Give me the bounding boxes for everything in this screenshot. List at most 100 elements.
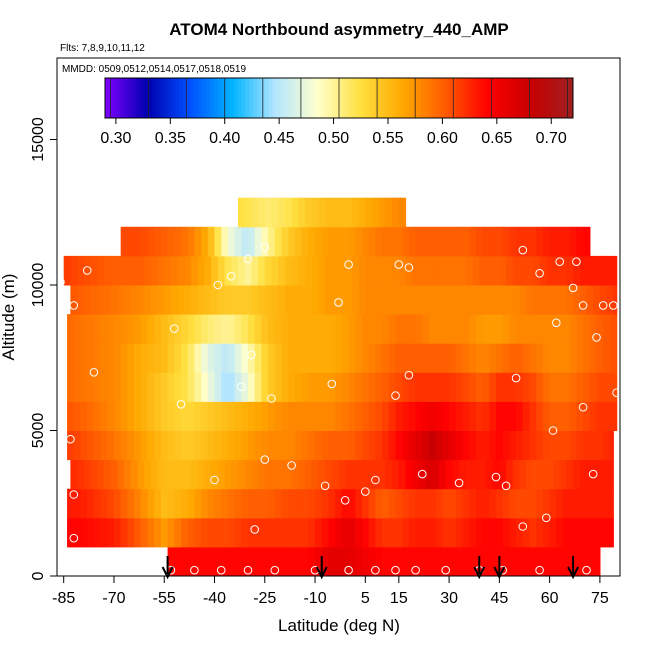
heatmap-cell — [127, 372, 135, 402]
heatmap-cell — [221, 430, 229, 461]
heatmap-cell — [368, 372, 376, 402]
colorbar-segment — [300, 78, 305, 118]
colorbar-segment — [417, 78, 422, 118]
heatmap-cell — [221, 517, 229, 548]
heatmap-cell — [395, 372, 403, 402]
heatmap-cell — [160, 226, 169, 257]
heatmap-cell — [372, 459, 380, 490]
heatmap-cell — [355, 314, 363, 344]
heatmap-cell — [402, 372, 410, 402]
colorbar-segment — [370, 78, 375, 118]
sample-point — [270, 565, 280, 575]
heatmap-cell — [563, 226, 571, 257]
heatmap-cell — [455, 343, 464, 373]
heatmap-cell — [549, 226, 557, 257]
heatmap-cell — [408, 314, 417, 344]
heatmap-cell — [160, 372, 169, 402]
heatmap-cell — [596, 488, 604, 519]
heatmap-cell — [576, 314, 584, 344]
heatmap-cell — [422, 343, 430, 373]
x-tick-label: -40 — [203, 590, 226, 607]
heatmap-cell — [345, 197, 353, 228]
heatmap-cell — [231, 255, 239, 286]
heatmap-cell — [331, 255, 340, 286]
heatmap-cell — [77, 284, 85, 315]
heatmap-cell — [442, 343, 450, 373]
heatmap-cell — [566, 459, 574, 490]
heatmap-cell — [536, 343, 544, 373]
heatmap-cell — [325, 459, 333, 490]
heatmap-cell — [167, 401, 175, 431]
heatmap-cell — [475, 401, 484, 431]
heatmap-cell — [321, 314, 330, 344]
heatmap-cell — [201, 430, 209, 461]
heatmap-cell — [301, 226, 309, 257]
heatmap-cell — [154, 401, 162, 431]
heatmap-cell — [542, 314, 551, 344]
heatmap-cell — [489, 372, 497, 402]
heatmap-cell — [93, 430, 102, 461]
profile-arrow — [567, 556, 579, 580]
sample-point — [592, 333, 601, 342]
heatmap-cell — [197, 255, 206, 286]
heatmap-cell — [469, 343, 477, 373]
heatmap-cell — [318, 459, 326, 490]
heatmap-cell — [241, 488, 249, 519]
colorbar-segment — [467, 78, 473, 118]
colorbar-segment — [545, 78, 551, 118]
colorbar-segment — [245, 78, 250, 118]
colorbar-segment — [358, 78, 363, 118]
heatmap-cell — [164, 284, 172, 315]
heatmap-cell — [539, 459, 547, 490]
heatmap-cell — [482, 314, 490, 344]
colorbar-segment — [257, 78, 262, 118]
heatmap-cell — [278, 255, 286, 286]
heatmap-cell — [422, 226, 430, 257]
heatmap-cell — [261, 430, 269, 461]
heatmap-cell — [613, 255, 618, 286]
heatmap-cell — [375, 343, 383, 373]
heatmap-cell — [271, 284, 279, 315]
heatmap-cell — [110, 459, 118, 490]
heatmap-cell — [167, 488, 175, 519]
heatmap-cell — [442, 488, 450, 519]
sample-point — [267, 394, 276, 403]
heatmap-cell — [80, 343, 88, 373]
heatmap-cell — [415, 488, 423, 519]
heatmap-cell — [489, 314, 497, 344]
heatmap-cell — [395, 401, 403, 431]
heatmap-cell — [301, 546, 309, 577]
heatmap-cell — [542, 372, 551, 402]
heatmap-cell — [261, 517, 269, 548]
heatmap-cell — [395, 517, 403, 548]
heatmap-cell — [583, 314, 591, 344]
heatmap-cell — [187, 372, 195, 402]
heatmap-cell — [73, 343, 82, 373]
heatmap-cell — [559, 284, 567, 315]
heatmap-cell — [442, 517, 450, 548]
heatmap-cell — [475, 372, 484, 402]
heatmap-cell — [284, 284, 293, 315]
chart-subtitle-dates: MMDD: 0509,0512,0514,0517,0518,0519 — [62, 64, 246, 75]
heatmap-cell — [274, 401, 283, 431]
heatmap-cell — [549, 517, 557, 548]
heatmap-cell — [207, 314, 216, 344]
heatmap-cell — [465, 284, 474, 315]
heatmap-cell — [472, 284, 480, 315]
heatmap-cell — [304, 284, 313, 315]
sample-point — [213, 280, 223, 290]
heatmap-cell — [224, 255, 232, 286]
heatmap-cell — [462, 343, 470, 373]
heatmap-cell — [77, 459, 85, 490]
heatmap-cell — [475, 517, 484, 548]
sample-point — [542, 513, 551, 523]
heatmap-cell — [428, 546, 437, 577]
heatmap-cell — [237, 459, 246, 490]
colorbar-segment — [366, 78, 371, 118]
heatmap-cell — [579, 284, 588, 315]
heatmap-cell — [268, 546, 276, 577]
sample-point — [340, 496, 350, 505]
heatmap-cell — [160, 401, 169, 431]
heatmap-cell — [586, 284, 594, 315]
heatmap-cell — [288, 226, 296, 257]
